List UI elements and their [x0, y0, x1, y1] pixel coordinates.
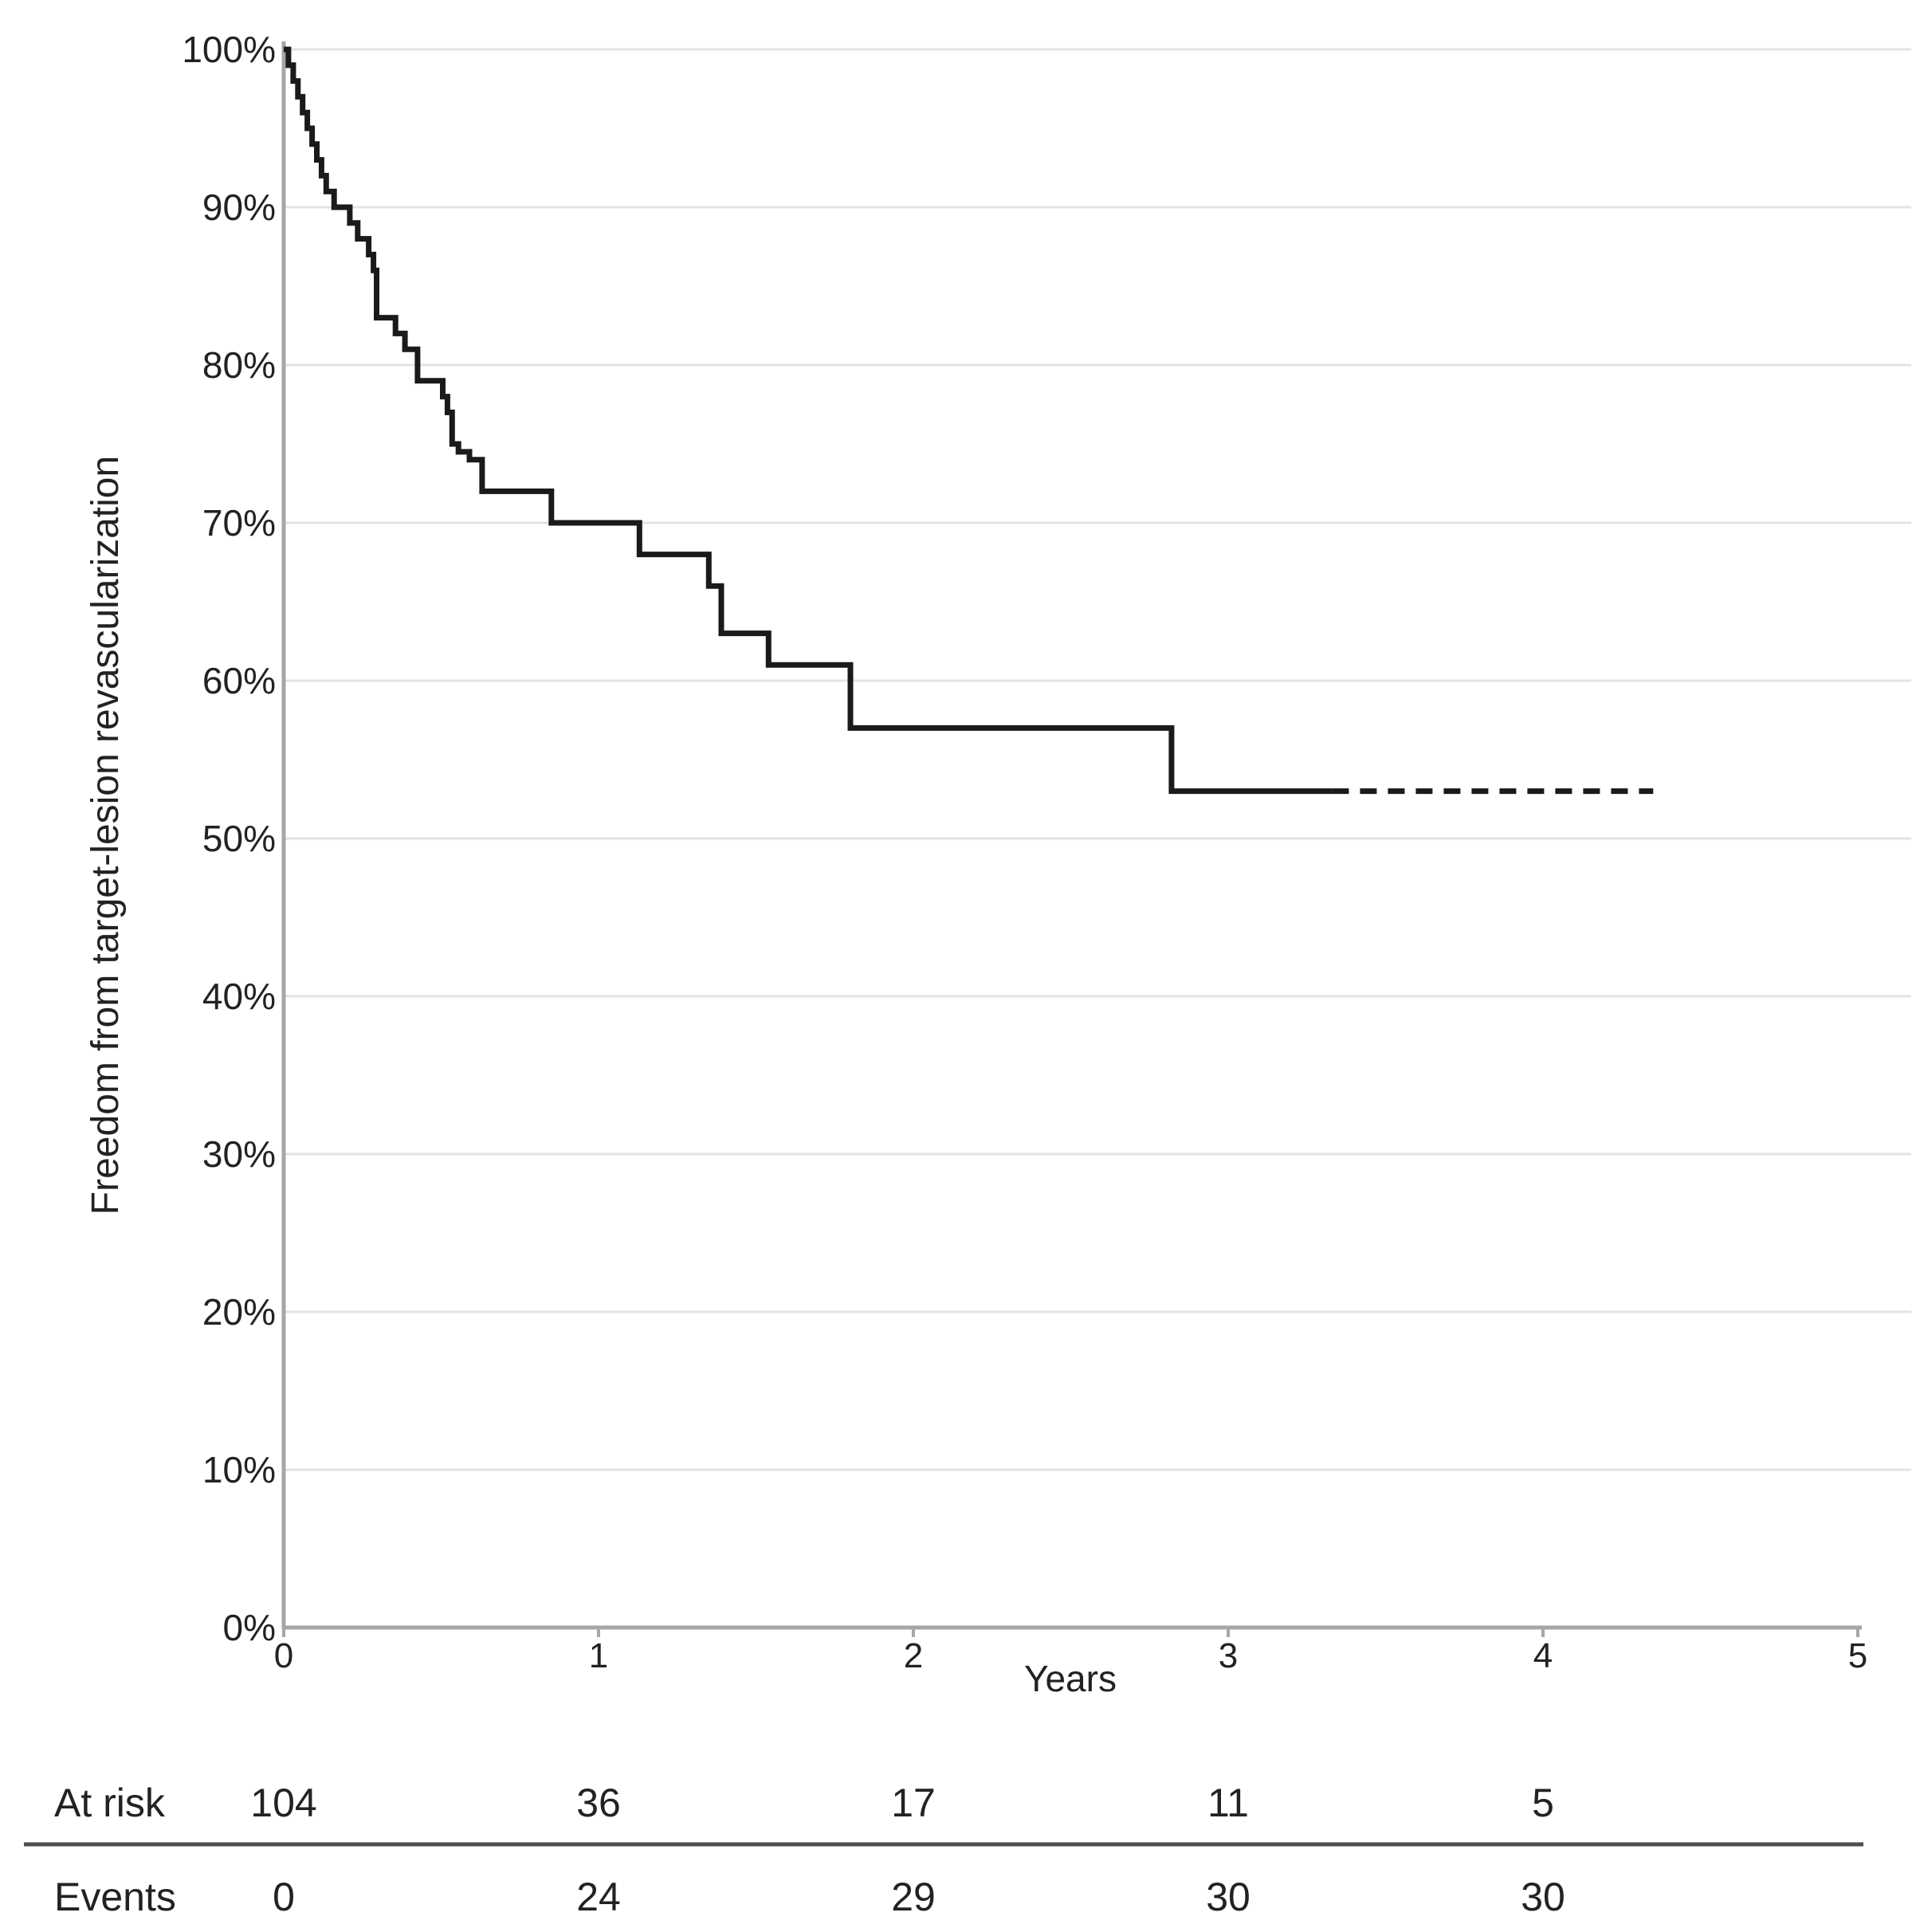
- x-tick-label: 5: [1848, 1636, 1867, 1675]
- y-tick-label: 20%: [202, 1291, 276, 1333]
- events-value: 24: [576, 1875, 621, 1919]
- risk-table-values: 104 36 17 11 5 0 24 29 30 30: [250, 1781, 1565, 1919]
- y-tick-label: 90%: [202, 187, 276, 228]
- y-tick-label: 70%: [202, 502, 276, 544]
- y-tick-label: 50%: [202, 818, 276, 859]
- km-curve-solid: [284, 46, 1333, 795]
- risk-table-row-label-events: Events: [54, 1875, 176, 1919]
- y-tick-label: 80%: [202, 344, 276, 386]
- events-value: 29: [891, 1875, 936, 1919]
- km-curve: [284, 46, 1654, 795]
- events-value: 30: [1521, 1875, 1565, 1919]
- risk-table-row-label-at-risk: At risk: [54, 1781, 166, 1825]
- events-value: 30: [1206, 1875, 1251, 1919]
- at-risk-value: 5: [1532, 1781, 1554, 1825]
- y-tick-label: 0%: [223, 1607, 276, 1648]
- y-tick-label: 60%: [202, 660, 276, 701]
- x-tick-label: 3: [1219, 1636, 1238, 1675]
- at-risk-value: 36: [576, 1781, 621, 1825]
- x-axis-title: Years: [1024, 1658, 1117, 1699]
- y-axis-title: Freedom from target-lesion revasculariza…: [84, 456, 127, 1215]
- y-tick-label: 100%: [182, 29, 276, 70]
- y-gridlines: [284, 48, 1911, 1471]
- y-tick-label: 40%: [202, 976, 276, 1017]
- y-tick-label: 10%: [202, 1449, 276, 1490]
- y-tick-labels: 0% 10% 20% 30% 40% 50% 60% 70% 80% 90% 100%: [182, 29, 276, 1648]
- at-risk-value: 104: [250, 1781, 316, 1825]
- at-risk-value: 11: [1207, 1781, 1249, 1825]
- at-risk-value: 17: [891, 1781, 936, 1825]
- y-tick-label: 30%: [202, 1133, 276, 1175]
- risk-table: At risk Events 104 36 17 11 5 0 24 29 30 30: [24, 1781, 1863, 1919]
- x-tick-label: 0: [274, 1636, 293, 1675]
- x-tick-label: 1: [589, 1636, 608, 1675]
- x-tick-label: 4: [1533, 1636, 1553, 1675]
- x-tick-label: 2: [904, 1636, 923, 1675]
- x-tick-labels: 0 1 2 3 4 5: [274, 1636, 1867, 1675]
- x-tick-marks: [282, 1628, 1859, 1637]
- events-value: 0: [273, 1875, 295, 1919]
